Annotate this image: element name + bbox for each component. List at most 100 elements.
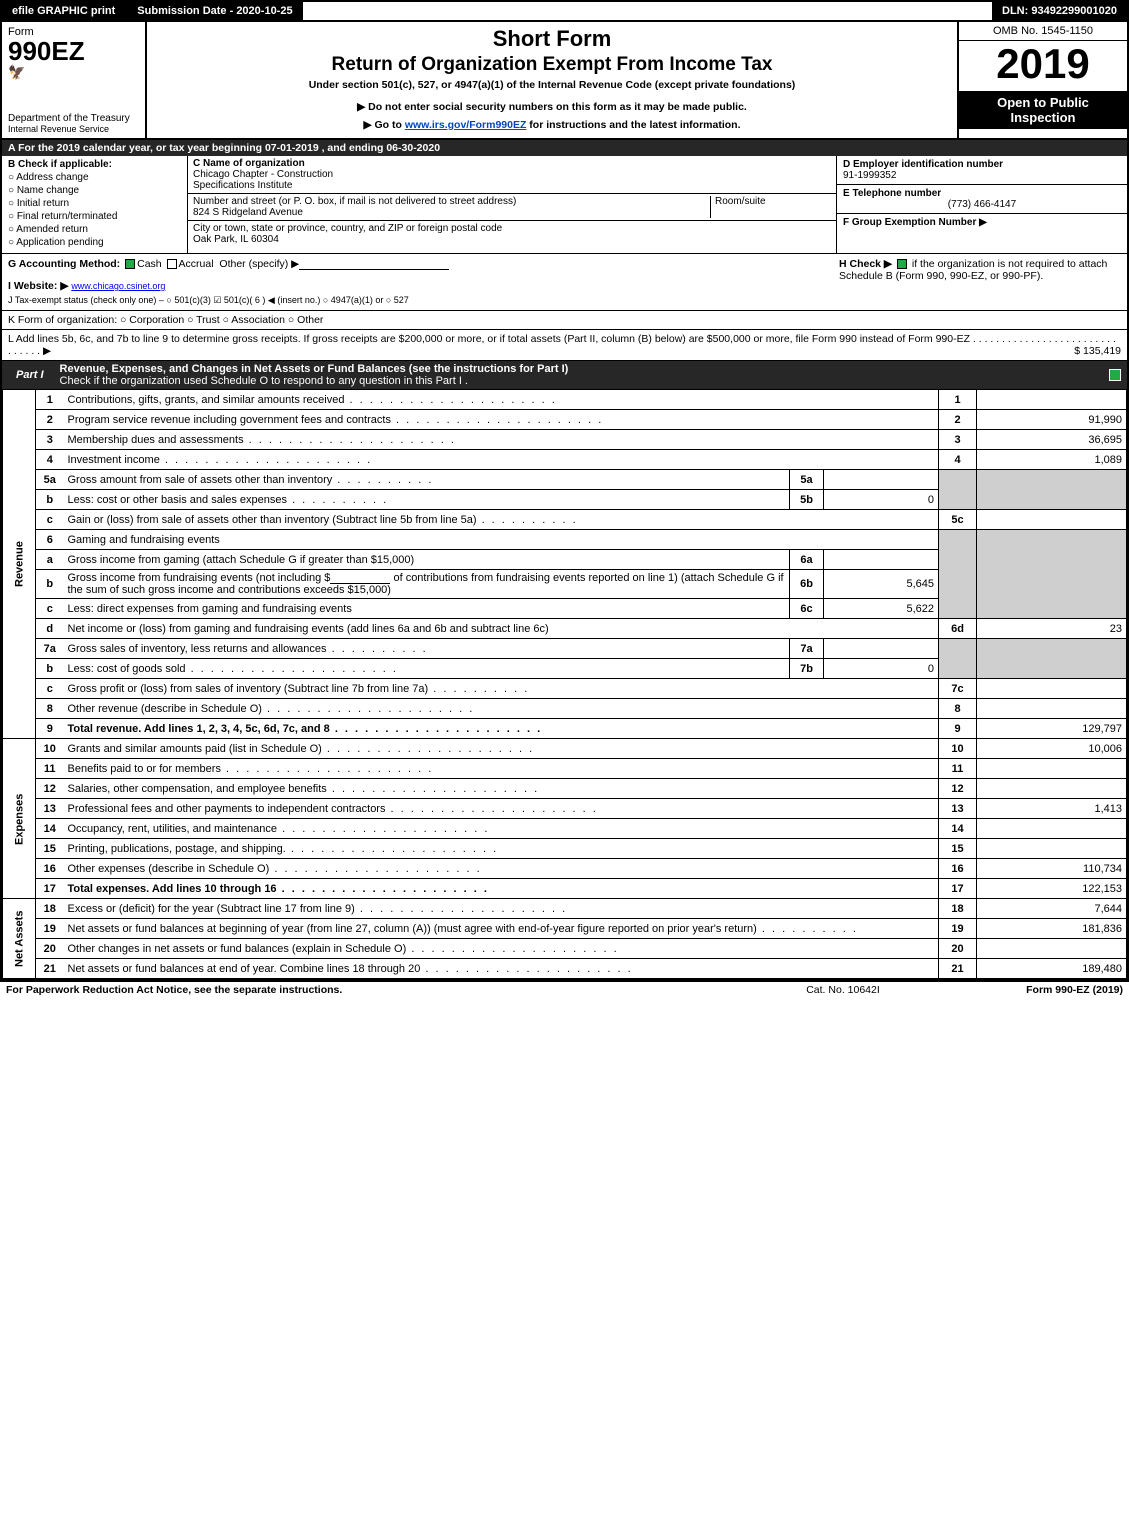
efile-print-button[interactable]: efile GRAPHIC print [2, 2, 127, 20]
box-b-head: B Check if applicable: [8, 159, 181, 170]
info-grid: B Check if applicable: Address change Na… [2, 156, 1127, 254]
line-15-desc: Printing, publications, postage, and shi… [64, 839, 939, 859]
header-center: Short Form Return of Organization Exempt… [147, 22, 957, 138]
check-application-pending[interactable]: Application pending [8, 237, 181, 248]
form-number: 990EZ [8, 38, 139, 64]
grey-cell [977, 470, 1127, 510]
form-body: Form 990EZ 🦅 Department of the Treasury … [0, 22, 1129, 981]
line-3-val: 36,695 [977, 430, 1127, 450]
line-5b-sub: 5b [790, 490, 824, 510]
line-6a-desc: Gross income from gaming (attach Schedul… [64, 550, 790, 570]
line-num: 14 [36, 819, 64, 839]
irs-link[interactable]: www.irs.gov/Form990EZ [405, 119, 527, 131]
line-num: 5a [36, 470, 64, 490]
city-row: City or town, state or province, country… [188, 221, 836, 247]
line-5b-desc: Less: cost or other basis and sales expe… [64, 490, 790, 510]
accrual-checkbox[interactable] [167, 259, 177, 269]
part-1-check-line: Check if the organization used Schedule … [60, 375, 468, 387]
city-value: Oak Park, IL 60304 [193, 234, 831, 245]
line-9-val: 129,797 [977, 719, 1127, 739]
line-2-desc: Program service revenue including govern… [64, 410, 939, 430]
goto-line: ▶ Go to www.irs.gov/Form990EZ for instru… [151, 119, 953, 131]
line-num: 20 [36, 939, 64, 959]
line-4-num: 4 [939, 450, 977, 470]
check-initial-return[interactable]: Initial return [8, 198, 181, 209]
form-footer-label: Form 990-EZ (2019) [933, 984, 1123, 996]
line-num: 13 [36, 799, 64, 819]
grey-cell [939, 639, 977, 679]
line-5a-sub: 5a [790, 470, 824, 490]
line-num: b [36, 490, 64, 510]
check-address-change[interactable]: Address change [8, 172, 181, 183]
h-label: H Check ▶ [839, 258, 892, 270]
line-17-desc: Total expenses. Add lines 10 through 16 [64, 879, 939, 899]
line-12-val [977, 779, 1127, 799]
addr-label: Number and street (or P. O. box, if mail… [193, 196, 706, 207]
line-l-value: $ 135,419 [1074, 345, 1121, 357]
line-i: I Website: ▶ www.chicago.csinet.org [8, 280, 831, 292]
line-6b-pre: Gross income from fundraising events (no… [68, 572, 331, 584]
line-1-num: 1 [939, 390, 977, 410]
line-num: 19 [36, 919, 64, 939]
line-6b-blank[interactable] [330, 572, 390, 584]
check-amended-return[interactable]: Amended return [8, 224, 181, 235]
return-title: Return of Organization Exempt From Incom… [151, 54, 953, 76]
other-label: Other (specify) ▶ [219, 258, 299, 270]
group-exemption-label: F Group Exemption Number ▶ [843, 217, 987, 228]
goto-pre: ▶ Go to [364, 119, 405, 131]
line-7c-num: 7c [939, 679, 977, 699]
schedule-o-checkbox[interactable] [1109, 369, 1121, 381]
cash-checkbox[interactable] [125, 259, 135, 269]
line-6d-desc: Net income or (loss) from gaming and fun… [64, 619, 939, 639]
line-9-desc: Total revenue. Add lines 1, 2, 3, 4, 5c,… [64, 719, 939, 739]
line-num: c [36, 679, 64, 699]
line-10-val: 10,006 [977, 739, 1127, 759]
line-6b-desc: Gross income from fundraising events (no… [64, 570, 790, 599]
line-20-val [977, 939, 1127, 959]
box-right: D Employer identification number 91-1999… [837, 156, 1127, 253]
line-1-val [977, 390, 1127, 410]
line-num: 2 [36, 410, 64, 430]
short-form-title: Short Form [151, 26, 953, 52]
treasury-seal-icon: 🦅 [8, 64, 139, 81]
line-14-num: 14 [939, 819, 977, 839]
line-6b-sub: 6b [790, 570, 824, 599]
line-num: b [36, 570, 64, 599]
line-5c-desc: Gain or (loss) from sale of assets other… [64, 510, 939, 530]
check-final-return[interactable]: Final return/terminated [8, 211, 181, 222]
expenses-side-label: Expenses [3, 739, 36, 899]
line-20-num: 20 [939, 939, 977, 959]
line-num: 6 [36, 530, 64, 550]
line-16-val: 110,734 [977, 859, 1127, 879]
line-num: 3 [36, 430, 64, 450]
ein-label: D Employer identification number [843, 159, 1121, 170]
line-21-num: 21 [939, 959, 977, 979]
part-1-label: Part I [8, 368, 52, 382]
open-to-public: Open to Public Inspection [959, 91, 1127, 129]
website-link[interactable]: www.chicago.csinet.org [71, 281, 165, 291]
line-8-val [977, 699, 1127, 719]
line-7b-desc: Less: cost of goods sold [64, 659, 790, 679]
line-6a-sub: 6a [790, 550, 824, 570]
group-exemption-row: F Group Exemption Number ▶ [837, 214, 1127, 231]
h-checkbox[interactable] [897, 259, 907, 269]
check-name-change[interactable]: Name change [8, 185, 181, 196]
line-9-num: 9 [939, 719, 977, 739]
line-8-num: 8 [939, 699, 977, 719]
line-10-desc: Grants and similar amounts paid (list in… [64, 739, 939, 759]
line-7c-desc: Gross profit or (loss) from sales of inv… [64, 679, 939, 699]
other-specify-input[interactable] [299, 258, 449, 270]
line-5a-subval [824, 470, 939, 490]
netassets-side-label: Net Assets [3, 899, 36, 979]
line-10-num: 10 [939, 739, 977, 759]
line-j: J Tax-exempt status (check only one) – ○… [8, 295, 831, 306]
line-6d-num: 6d [939, 619, 977, 639]
line-13-desc: Professional fees and other payments to … [64, 799, 939, 819]
line-6c-desc: Less: direct expenses from gaming and fu… [64, 599, 790, 619]
line-18-num: 18 [939, 899, 977, 919]
line-7a-desc: Gross sales of inventory, less returns a… [64, 639, 790, 659]
header-right: OMB No. 1545-1150 2019 Open to Public In… [957, 22, 1127, 138]
line-num: 16 [36, 859, 64, 879]
department-label: Department of the Treasury [8, 113, 139, 124]
omb-number: OMB No. 1545-1150 [959, 22, 1127, 41]
